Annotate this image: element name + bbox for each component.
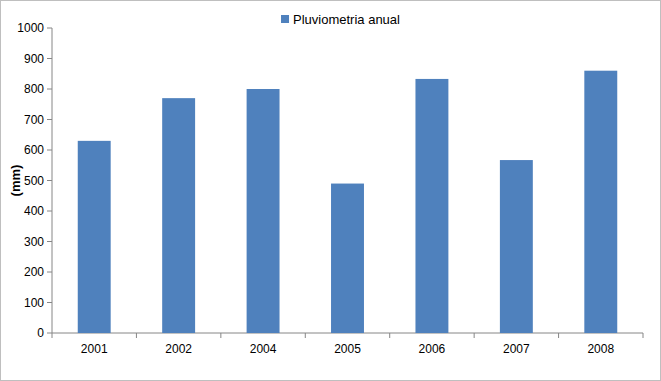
x-tick (52, 333, 53, 338)
y-tick (47, 333, 52, 334)
y-tick (47, 211, 52, 212)
y-tick-label: 100 (24, 296, 44, 310)
y-tick (47, 150, 52, 151)
y-tick (47, 241, 52, 242)
bar (162, 98, 195, 333)
y-tick-label: 900 (24, 52, 44, 66)
bar (247, 89, 280, 333)
chart-container: 0 100 200 300 400 500 600 700 800 900 1000 (mm) 2001… (0, 0, 661, 381)
bar (78, 141, 111, 333)
x-tick-label: 2004 (250, 342, 277, 356)
x-tick-label: 2008 (587, 342, 614, 356)
y-tick-label: 600 (24, 143, 44, 157)
y-tick (47, 272, 52, 273)
bar (415, 79, 448, 333)
x-tick-label: 2001 (81, 342, 108, 356)
y-tick-label: 500 (24, 174, 44, 188)
y-tick-label: 200 (24, 265, 44, 279)
x-tick (136, 333, 137, 338)
x-tick (220, 333, 221, 338)
legend-label: Pluviometria anual (293, 12, 400, 27)
x-tick-label: 2006 (419, 342, 446, 356)
x-tick (558, 333, 559, 338)
x-tick-label: 2002 (165, 342, 192, 356)
bar (331, 184, 364, 333)
x-tick-label: 2005 (334, 342, 361, 356)
y-tick (47, 89, 52, 90)
y-tick-label: 700 (24, 113, 44, 127)
y-tick-label: 1000 (17, 21, 44, 35)
y-axis (52, 28, 53, 333)
x-tick (389, 333, 390, 338)
x-tick (643, 333, 644, 338)
y-tick-label: 400 (24, 204, 44, 218)
bar (500, 160, 533, 333)
y-axis-label: (mm) (8, 165, 23, 197)
bars (78, 71, 617, 333)
y-tick (47, 58, 52, 59)
legend: Pluviometria anual (281, 12, 400, 27)
chart: 0 100 200 300 400 500 600 700 800 900 1000 (mm) 2001… (0, 0, 661, 381)
legend-swatch (281, 15, 289, 23)
x-tick-label: 2007 (503, 342, 530, 356)
bar (584, 71, 617, 333)
x-tick (474, 333, 475, 338)
chart-frame (1, 1, 661, 381)
y-tick-label: 300 (24, 235, 44, 249)
y-tick (47, 28, 52, 29)
y-tick (47, 302, 52, 303)
y-tick-label: 800 (24, 82, 44, 96)
y-tick (47, 180, 52, 181)
x-tick (305, 333, 306, 338)
y-tick-label: 0 (37, 326, 44, 340)
y-tick (47, 119, 52, 120)
